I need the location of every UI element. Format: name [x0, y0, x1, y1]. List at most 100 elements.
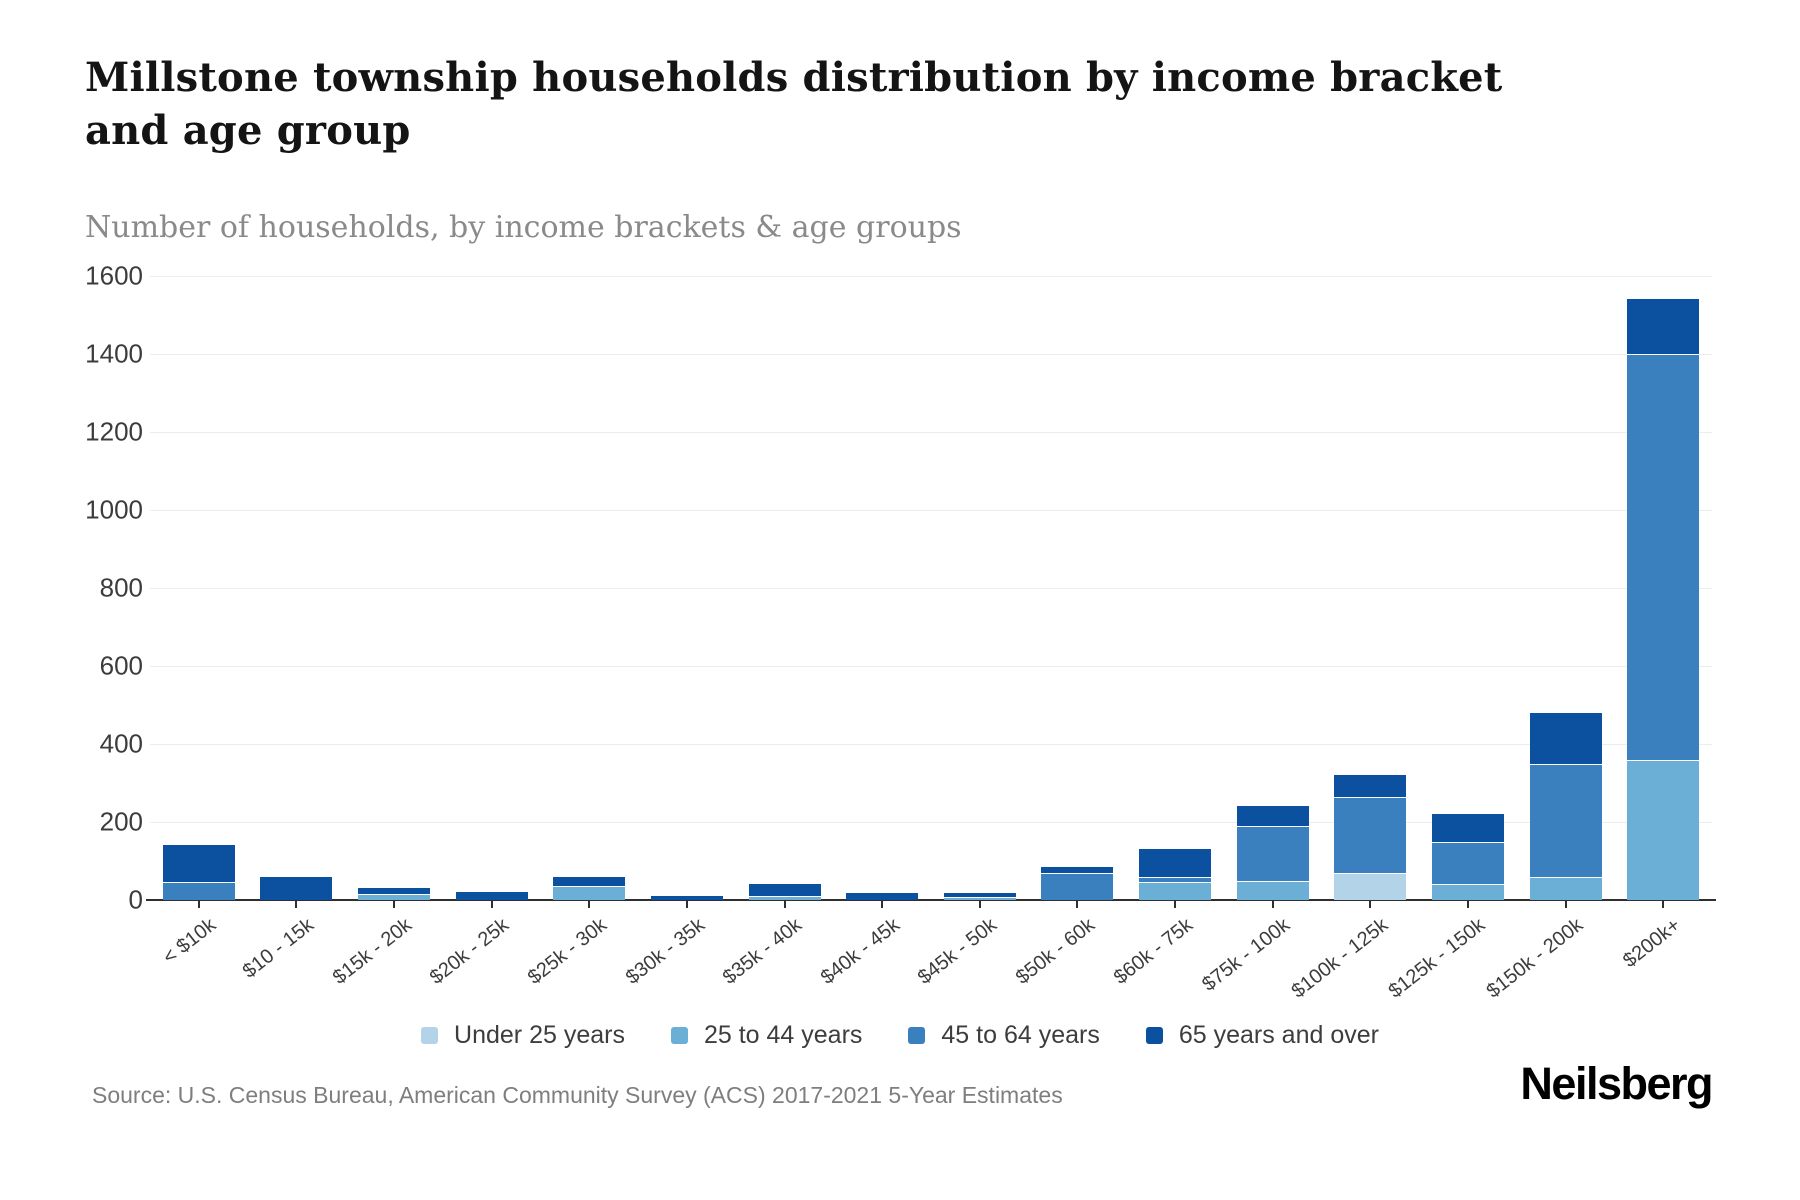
bar-150k-200k[interactable] — [1529, 276, 1602, 900]
bar-segment[interactable] — [1041, 872, 1114, 900]
bar-segment[interactable] — [1334, 796, 1407, 873]
x-tick-mark — [1466, 900, 1469, 908]
y-tick-label: 600 — [99, 650, 143, 681]
segment-separator — [358, 893, 431, 896]
y-tick-label: 1200 — [85, 416, 143, 447]
segment-separator — [943, 895, 1016, 898]
bar-segment[interactable] — [1139, 882, 1212, 900]
legend-item[interactable]: Under 25 years — [421, 1021, 625, 1050]
bar-segment[interactable] — [1236, 880, 1309, 900]
bar-segment[interactable] — [162, 845, 235, 883]
bar-segment[interactable] — [1334, 872, 1407, 900]
bar-segment[interactable] — [1236, 806, 1309, 826]
bar-segment[interactable] — [1334, 775, 1407, 797]
bar-segment[interactable] — [1431, 841, 1504, 885]
bar-75k-100k[interactable] — [1236, 276, 1309, 900]
bar-segment[interactable] — [650, 896, 723, 900]
bar-125k-150k[interactable] — [1431, 276, 1504, 900]
x-tick-mark — [1662, 900, 1665, 908]
segment-separator — [553, 885, 626, 888]
segment-separator — [1627, 758, 1700, 761]
bar-segment[interactable] — [1139, 876, 1212, 883]
segment-separator — [1236, 824, 1309, 827]
bar-60k-75k[interactable] — [1139, 276, 1212, 900]
bar-segment[interactable] — [1529, 876, 1602, 900]
bar-10k[interactable] — [162, 276, 235, 900]
x-tick-label: $200k+ — [1619, 914, 1685, 973]
legend-swatch-icon — [1145, 1026, 1163, 1044]
bar-segment[interactable] — [1139, 849, 1212, 877]
x-tick-label: $20k - 25k — [426, 914, 514, 989]
bar-segment[interactable] — [1627, 299, 1700, 354]
chart-title: Millstone township households distributi… — [85, 54, 1503, 154]
bar-200k[interactable] — [1627, 276, 1700, 900]
bar-100k-125k[interactable] — [1334, 276, 1407, 900]
bar-25k-30k[interactable] — [553, 276, 626, 900]
bar-segment[interactable] — [943, 896, 1016, 900]
bar-segment[interactable] — [1529, 712, 1602, 764]
y-tick-label: 1600 — [85, 260, 143, 291]
bar-segment[interactable] — [1236, 825, 1309, 881]
bar-45k-50k[interactable] — [943, 276, 1016, 900]
x-axis-line — [146, 899, 1716, 901]
bar-segment[interactable] — [1431, 884, 1504, 900]
bar-segment[interactable] — [1529, 763, 1602, 877]
bar-20k-25k[interactable] — [455, 276, 528, 900]
bar-segment[interactable] — [260, 876, 333, 900]
gridline — [150, 432, 1712, 433]
x-tick-label: $60k - 75k — [1109, 914, 1197, 989]
bar-segment[interactable] — [943, 893, 1016, 897]
bar-segment[interactable] — [748, 884, 821, 897]
x-tick-mark — [1174, 900, 1177, 908]
bar-30k-35k[interactable] — [650, 276, 723, 900]
x-tick-mark — [393, 900, 396, 908]
bar-segment[interactable] — [553, 876, 626, 887]
x-tick-mark — [490, 900, 493, 908]
legend-label: 65 years and over — [1178, 1020, 1379, 1049]
bar-35k-40k[interactable] — [748, 276, 821, 900]
x-tick-mark — [685, 900, 688, 908]
bar-segment[interactable] — [1431, 814, 1504, 842]
legend-item[interactable]: 65 years and over — [1145, 1020, 1379, 1050]
bar-segment[interactable] — [455, 892, 528, 900]
x-tick-label: $40k - 45k — [816, 914, 904, 989]
segment-separator — [1139, 881, 1212, 884]
bar-10-15k[interactable] — [260, 276, 333, 900]
gridline — [150, 510, 1712, 511]
bar-segment[interactable] — [846, 892, 919, 900]
bar-segment[interactable] — [748, 896, 821, 900]
segment-separator — [1431, 840, 1504, 843]
legend-swatch-icon — [670, 1026, 688, 1044]
bar-40k-45k[interactable] — [846, 276, 919, 900]
y-tick-label: 1400 — [85, 338, 143, 369]
x-tick-label: $45k - 50k — [914, 914, 1002, 989]
legend-item[interactable]: 25 to 44 years — [670, 1021, 862, 1050]
bar-segment[interactable] — [358, 894, 431, 900]
bar-segment[interactable] — [1627, 354, 1700, 760]
bar-segment[interactable] — [358, 888, 431, 895]
gridline — [150, 276, 1712, 277]
segment-separator — [1236, 879, 1309, 882]
bar-segment[interactable] — [1627, 759, 1700, 900]
segment-separator — [1529, 762, 1602, 765]
legend-swatch-icon — [421, 1026, 439, 1044]
gridline — [150, 666, 1712, 667]
x-tick-label: $30k - 35k — [621, 914, 709, 989]
bar-segment[interactable] — [162, 882, 235, 900]
gridline — [150, 822, 1712, 823]
y-tick-label: 0 — [128, 884, 143, 915]
bar-50k-60k[interactable] — [1041, 276, 1114, 900]
x-tick-label: $100k - 125k — [1287, 914, 1392, 1003]
bar-segment[interactable] — [1041, 866, 1114, 873]
segment-separator — [1431, 883, 1504, 886]
legend-item[interactable]: 45 to 64 years — [908, 1021, 1100, 1050]
segment-separator — [162, 881, 235, 884]
x-tick-label: $15k - 20k — [328, 914, 416, 989]
bar-segment[interactable] — [553, 886, 626, 900]
legend-swatch-icon — [908, 1026, 926, 1044]
x-tick-mark — [783, 900, 786, 908]
y-tick-label: 1000 — [85, 494, 143, 525]
legend-label: Under 25 years — [454, 1020, 625, 1049]
bar-15k-20k[interactable] — [358, 276, 431, 900]
